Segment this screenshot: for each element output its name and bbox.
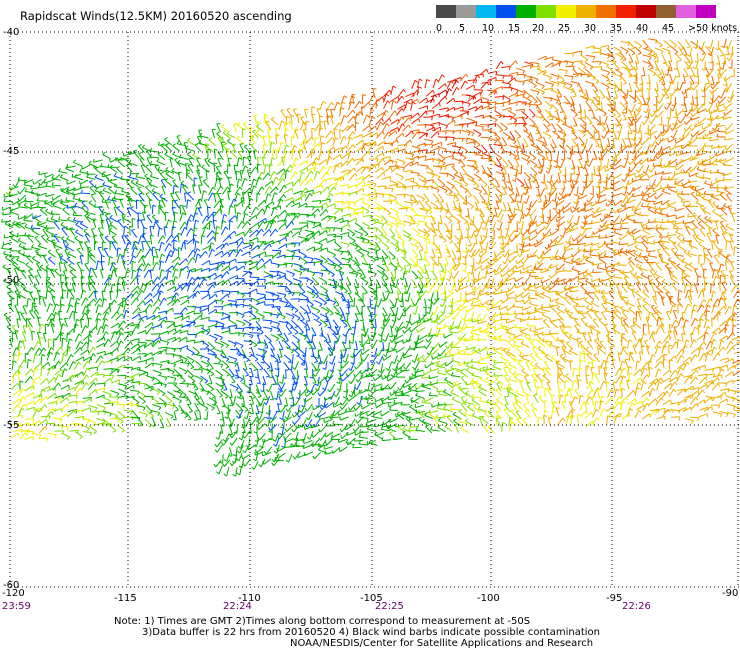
time-label: 22:24 [223, 601, 252, 612]
note-line-3: NOAA/NESDIS/Center for Satellite Applica… [290, 638, 594, 649]
map-title: Rapidscat Winds(12.5KM) 20160520 ascendi… [20, 9, 292, 23]
lat-tick-label: -50 [3, 275, 20, 286]
note-line-2: 3)Data buffer is 22 hrs from 20160520 4)… [142, 627, 600, 638]
time-label: 22:26 [622, 601, 651, 612]
legend-label: 45 [662, 23, 675, 34]
lon-tick-label: -90 [722, 588, 739, 599]
wind-barbs [1, 38, 740, 477]
legend-swatch [436, 5, 456, 18]
legend-label: 35 [610, 23, 623, 34]
lon-tick-label: -120 [2, 588, 25, 599]
lon-tick-label: -100 [477, 593, 500, 604]
legend-swatch [496, 5, 516, 18]
lon-tick-label: -95 [606, 593, 623, 604]
legend-swatch [636, 5, 656, 18]
legend-swatch [456, 5, 476, 18]
lat-tick-label: -40 [3, 27, 20, 38]
legend-swatch [616, 5, 636, 18]
legend-swatch [696, 5, 716, 18]
legend-label: 15 [508, 23, 521, 34]
legend-label: 0 [436, 23, 443, 34]
time-label: 22:25 [375, 601, 404, 612]
lon-tick-label: -110 [238, 593, 261, 604]
lon-tick-label: -105 [360, 593, 383, 604]
legend-swatch [676, 5, 696, 18]
legend-label: 25 [558, 23, 571, 34]
lat-tick-label: -45 [3, 146, 20, 157]
legend-swatch [596, 5, 616, 18]
lat-tick-label: -55 [3, 420, 20, 431]
legend-label: 30 [584, 23, 597, 34]
legend-swatch [556, 5, 576, 18]
legend-label: 20 [532, 23, 545, 34]
legend-label: 10 [482, 23, 495, 34]
lat-lon-grid [9, 31, 740, 588]
legend-swatch [476, 5, 496, 18]
lat-tick-label: -60 [3, 580, 20, 591]
legend-swatch [656, 5, 676, 18]
note-line-1: Note: 1) Times are GMT 2)Times along bot… [114, 616, 531, 627]
time-label: 23:59 [2, 601, 31, 612]
legend-swatch [516, 5, 536, 18]
legend-label: 40 [636, 23, 649, 34]
lon-tick-label: -115 [114, 593, 137, 604]
legend-label: >50 knots [688, 23, 738, 34]
legend-swatch [536, 5, 556, 18]
wind-speed-legend: 0 5 10 15 20 25 30 35 40 45 >50 knots [436, 5, 740, 35]
legend-swatch [576, 5, 596, 18]
legend-label: 5 [459, 23, 466, 34]
